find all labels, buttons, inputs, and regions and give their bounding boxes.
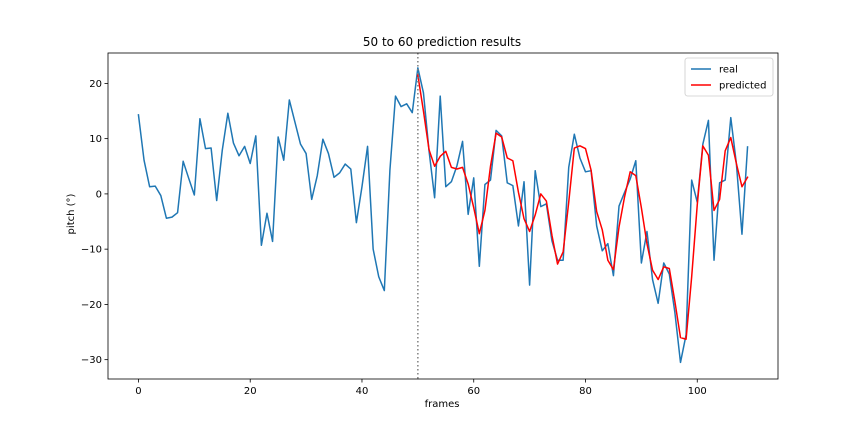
y-tick-label: −20 <box>81 300 102 311</box>
legend-box <box>684 57 774 97</box>
x-tick-label: 40 <box>356 386 369 397</box>
y-tick-label: −30 <box>81 355 102 366</box>
chart-title: 50 to 60 prediction results <box>363 35 521 49</box>
x-tick-label: 20 <box>244 386 257 397</box>
legend-label-predicted: predicted <box>719 81 766 92</box>
y-tick-label: −10 <box>81 245 102 256</box>
y-tick-label: 20 <box>89 79 102 90</box>
x-axis-label: frames <box>425 399 460 410</box>
series-line-predicted <box>416 74 749 340</box>
x-tick-label: 60 <box>467 386 480 397</box>
axes-frame <box>107 52 779 380</box>
x-tick-label: 0 <box>135 386 141 397</box>
plot-area: 0 20 40 60 80 100 −30 −20 −10 0 10 20 real predicted <box>81 52 779 397</box>
y-tick-label: 10 <box>89 134 102 145</box>
x-tick-label: 100 <box>688 386 707 397</box>
legend-label-real: real <box>719 65 738 76</box>
y-tick-label: 0 <box>96 189 102 200</box>
y-axis-label: pitch (°) <box>66 193 77 234</box>
x-tick-label: 80 <box>579 386 592 397</box>
legend: real predicted <box>684 57 774 97</box>
